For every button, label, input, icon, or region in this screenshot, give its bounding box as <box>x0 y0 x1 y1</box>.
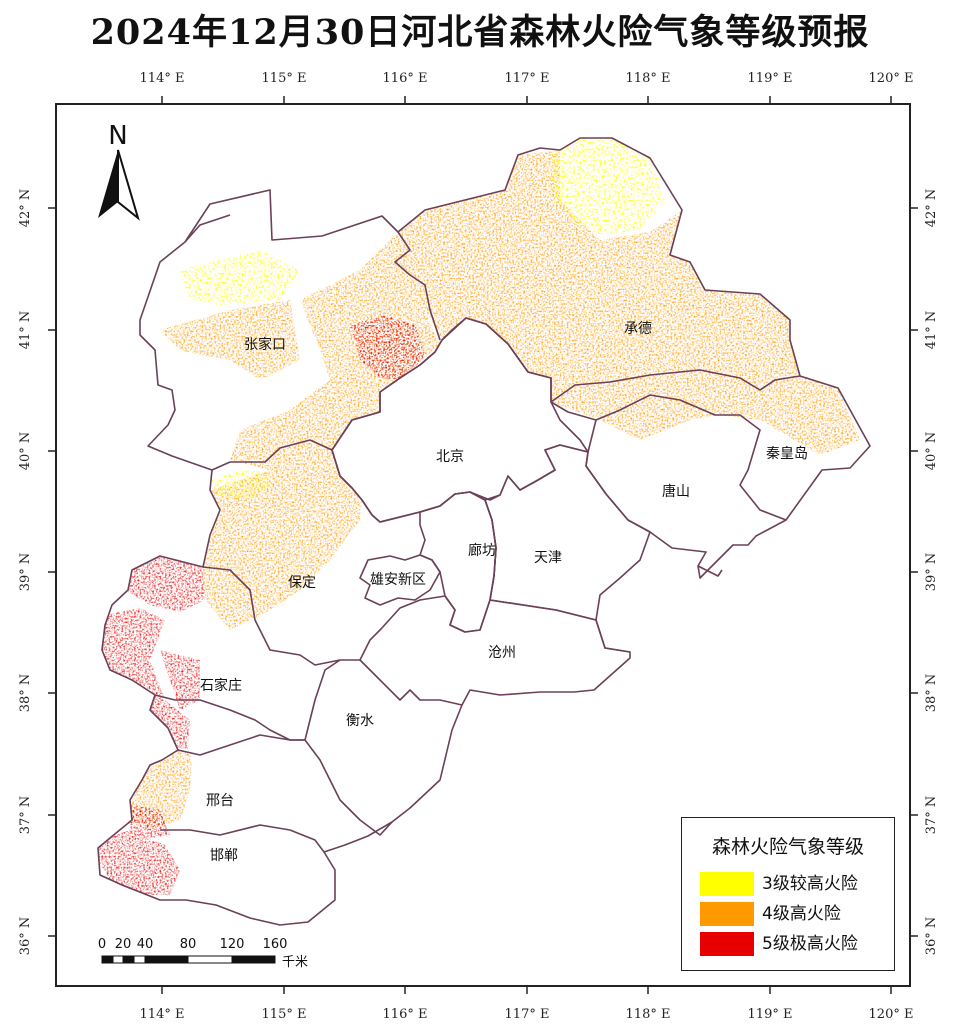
city-label-beijing: 北京 <box>436 449 464 465</box>
legend-label: 3级较高火险 <box>762 874 858 894</box>
lon-label-top: 119° E <box>748 71 793 86</box>
lat-label-right: 37° N <box>924 796 939 835</box>
legend-title: 森林火险气象等级 <box>711 836 864 858</box>
risk-patch-level5-shijiazhuang-scatter <box>160 650 200 710</box>
risk-patch-level5-zhangjiakou-east <box>350 315 425 380</box>
lon-label-bottom: 118° E <box>626 1007 671 1022</box>
scale-tick-label: 80 <box>180 937 197 952</box>
langfang-outline <box>419 491 497 633</box>
lat-label-left: 40° N <box>18 432 33 471</box>
risk-patch-level5-xingtai-west <box>128 805 170 840</box>
scale-bar: 0 20 40 80 120 160 千米 <box>96 936 326 976</box>
lat-label-left: 37° N <box>18 796 33 835</box>
scale-tick-label: 40 <box>137 937 154 952</box>
legend-swatch-level4 <box>700 902 754 926</box>
legend-swatch-level3 <box>700 872 754 896</box>
lat-label-right: 42° N <box>924 189 939 228</box>
risk-patch-level5-handan-west <box>98 830 180 895</box>
xiongan-outline <box>359 554 441 606</box>
city-label-qinhuangdao: 秦皇岛 <box>766 446 808 462</box>
legend: 森林火险气象等级 3级较高火险 4级高火险 5级极高火险 <box>681 817 895 971</box>
lat-label-right: 36° N <box>924 917 939 956</box>
lat-label-right: 41° N <box>924 311 939 350</box>
longitude-ticks <box>161 96 892 994</box>
north-arrow-icon <box>98 149 140 221</box>
city-label-tianjin: 天津 <box>534 550 562 566</box>
lon-label-top: 115° E <box>262 71 307 86</box>
scale-tick-label: 20 <box>115 937 132 952</box>
lon-label-bottom: 120° E <box>869 1007 914 1022</box>
lat-label-left: 39° N <box>18 553 33 592</box>
scale-unit: 千米 <box>282 955 308 970</box>
city-label-xingtai: 邢台 <box>206 793 234 809</box>
scale-tick-label: 0 <box>98 937 106 952</box>
risk-patch-level3-chengde-north <box>550 138 665 235</box>
lon-label-top: 116° E <box>383 71 428 86</box>
legend-label: 5级极高火险 <box>762 934 858 954</box>
fire-risk-layer <box>98 138 860 895</box>
city-label-hengshui: 衡水 <box>346 713 374 729</box>
map-title: 2024年12月30日河北省森林火险气象等级预报 <box>90 12 870 53</box>
prefecture-boundaries <box>97 137 871 926</box>
city-label-cangzhou: 沧州 <box>488 644 516 661</box>
legend-swatch-level5 <box>700 932 754 956</box>
lon-label-bottom: 114° E <box>140 1007 185 1022</box>
lat-label-right: 40° N <box>924 432 939 471</box>
city-label-chengde: 承德 <box>624 321 652 337</box>
risk-patch-level3-zhangjiakou-south <box>212 470 270 498</box>
city-label-shijiazhuang: 石家庄 <box>200 677 242 694</box>
city-label-handan: 邯郸 <box>210 848 238 864</box>
city-label-tangshan: 唐山 <box>662 483 690 500</box>
risk-patch-level4-scatter-west <box>160 300 300 380</box>
lon-label-bottom: 117° E <box>505 1007 550 1022</box>
city-label-langfang: 廊坊 <box>468 542 496 559</box>
north-label: N <box>108 121 127 151</box>
risk-patch-level4-baoding <box>203 470 362 630</box>
risk-patch-level4-chengde <box>398 150 860 455</box>
lat-label-left: 36° N <box>18 917 33 956</box>
beijing-outline <box>331 317 589 523</box>
tianjin-outline <box>484 444 651 621</box>
scale-tick-label: 160 <box>263 937 288 952</box>
lat-label-right: 38° N <box>924 674 939 713</box>
lat-label-right: 39° N <box>924 553 939 592</box>
city-label-zhangjiakou: 张家口 <box>244 336 286 353</box>
legend-label: 4级高火险 <box>762 904 841 924</box>
scale-tick-label: 120 <box>220 937 245 952</box>
risk-patch-level3-scatter <box>180 250 300 305</box>
risk-patch-level5-shijiazhuang-west <box>102 608 190 750</box>
lat-label-left: 38° N <box>18 674 33 713</box>
lat-label-left: 41° N <box>18 311 33 350</box>
map-frame <box>55 103 911 987</box>
lon-label-top: 114° E <box>140 71 185 86</box>
scale-bar-segments <box>101 955 276 964</box>
latitude-ticks <box>48 207 918 937</box>
city-label-baoding: 保定 <box>288 575 316 591</box>
north-arrow: N <box>92 120 144 228</box>
lon-label-bottom: 119° E <box>748 1007 793 1022</box>
risk-patch-level5-baoding-west <box>128 556 205 612</box>
lon-label-bottom: 116° E <box>383 1007 428 1022</box>
city-label-xiongan: 雄安新区 <box>370 572 426 588</box>
lat-label-left: 42° N <box>18 189 33 228</box>
lon-label-top: 120° E <box>869 71 914 86</box>
lon-label-top: 117° E <box>505 71 550 86</box>
lon-label-bottom: 115° E <box>262 1007 307 1022</box>
lon-label-top: 118° E <box>626 71 671 86</box>
